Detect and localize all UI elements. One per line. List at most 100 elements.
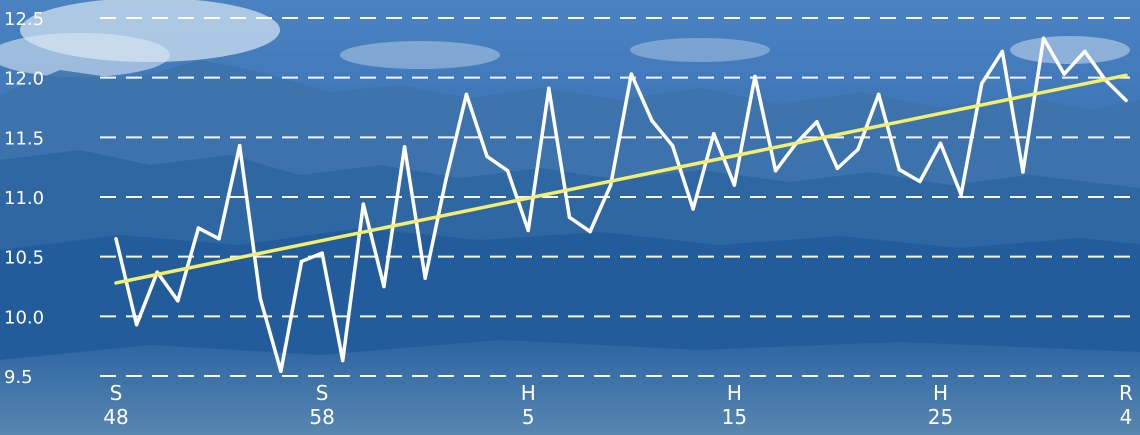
x-tick: S48 xyxy=(103,381,128,429)
series-segment xyxy=(856,92,881,152)
data-point xyxy=(279,369,283,373)
data-point xyxy=(176,299,180,303)
series-segment xyxy=(279,259,304,373)
series-segment xyxy=(320,251,345,363)
x-tick-era-label: R xyxy=(1119,381,1133,405)
data-point xyxy=(114,237,118,241)
x-tick-year-label: 58 xyxy=(309,405,334,429)
series-segment xyxy=(1083,49,1108,82)
series-segment xyxy=(340,202,366,363)
data-point xyxy=(485,154,489,159)
y-tick-label: 9.5 xyxy=(4,367,33,388)
data-point xyxy=(670,144,675,148)
series-segment xyxy=(196,226,221,241)
x-tick-year-label: 15 xyxy=(722,405,747,429)
x-tick-era-label: H xyxy=(727,381,742,405)
valley-floor xyxy=(0,340,1140,435)
series-segment xyxy=(299,251,324,264)
cloud xyxy=(340,41,500,69)
x-tick: S58 xyxy=(309,381,334,429)
x-tick-year-label: 5 xyxy=(522,405,535,429)
data-point xyxy=(712,132,716,136)
series-segment xyxy=(979,49,1005,86)
series-segment xyxy=(444,92,469,183)
series-segment xyxy=(918,141,943,184)
data-point xyxy=(526,228,530,233)
series-segment xyxy=(959,81,984,197)
data-point xyxy=(1041,36,1046,40)
series-segment xyxy=(876,92,902,172)
series-segment xyxy=(629,72,654,123)
series-segment xyxy=(423,178,448,280)
series-segment xyxy=(176,226,201,303)
series-segment xyxy=(835,147,860,171)
data-point xyxy=(773,169,778,173)
data-point xyxy=(196,226,201,230)
data-point xyxy=(650,119,654,123)
series-segment xyxy=(134,270,159,327)
x-tick: H25 xyxy=(928,381,953,429)
data-point xyxy=(547,86,551,91)
series-segment xyxy=(691,132,716,211)
series-segment xyxy=(753,74,778,173)
data-point xyxy=(980,82,984,86)
series-segment xyxy=(464,92,489,159)
x-tick-era-label: H xyxy=(933,381,948,405)
data-point xyxy=(299,259,304,264)
data-point xyxy=(238,144,242,148)
data-point xyxy=(938,141,943,145)
series-segment xyxy=(815,120,840,171)
data-point xyxy=(506,169,510,173)
data-point xyxy=(361,202,365,206)
series-segment xyxy=(794,120,819,146)
series-segment xyxy=(650,118,675,148)
data-point xyxy=(897,167,901,172)
cloud xyxy=(1010,36,1130,64)
series-segment xyxy=(670,143,695,211)
x-tick: H5 xyxy=(521,381,536,429)
x-tick-year-label: 4 xyxy=(1120,405,1133,429)
data-point xyxy=(588,230,592,234)
y-tick-label: 12.5 xyxy=(4,9,44,30)
x-tick: H15 xyxy=(722,381,747,429)
y-tick-label: 12.0 xyxy=(4,69,44,90)
series-segment xyxy=(897,167,922,184)
data-point xyxy=(402,145,407,149)
series-segment xyxy=(237,143,263,301)
series-segment xyxy=(1000,49,1025,174)
series-segment xyxy=(382,145,407,289)
y-axis-ticks: 9.5 10.0 10.5 11.0 11.5 12.0 12.5 xyxy=(4,9,44,388)
data-point xyxy=(959,193,963,197)
series-segment xyxy=(485,154,510,173)
trend-line xyxy=(114,73,1128,285)
data-point xyxy=(877,92,881,96)
x-tick-year-label: 48 xyxy=(103,405,128,429)
series-segment xyxy=(155,270,180,303)
data-point xyxy=(691,207,695,211)
data-point xyxy=(567,215,572,219)
series-segment xyxy=(1021,36,1046,174)
data-point xyxy=(1021,170,1025,174)
series-segment xyxy=(402,145,427,280)
series-segment xyxy=(1103,78,1128,103)
data-point xyxy=(258,296,262,301)
data-point xyxy=(444,178,448,182)
series-segment xyxy=(258,296,283,373)
data-point xyxy=(135,323,139,327)
series-segment xyxy=(1041,36,1066,76)
series-segment xyxy=(773,141,798,173)
data-point xyxy=(1124,98,1128,102)
series-layer xyxy=(114,36,1128,373)
data-point xyxy=(464,92,469,96)
data-point xyxy=(835,166,840,170)
data-point xyxy=(1000,49,1004,54)
series-segment xyxy=(1062,49,1087,76)
series-segment xyxy=(588,183,613,234)
data-point xyxy=(382,284,386,289)
series-segment xyxy=(217,143,242,241)
x-tick: R4 xyxy=(1119,381,1133,429)
y-tick-label: 10.0 xyxy=(4,307,44,328)
y-tick-label: 10.5 xyxy=(4,248,44,269)
